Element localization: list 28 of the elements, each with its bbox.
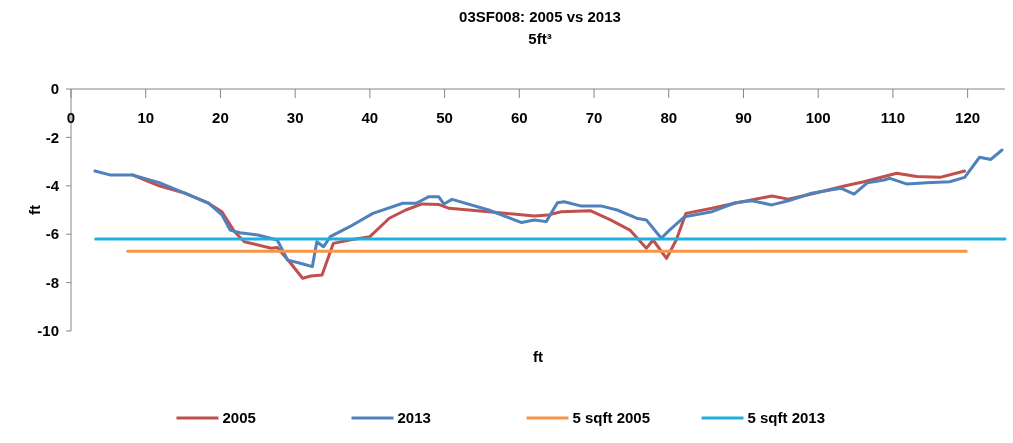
y-tick-label: -10 xyxy=(37,322,59,340)
x-tick-label: 0 xyxy=(66,109,76,126)
legend-label: 5 sqft 2013 xyxy=(747,409,826,426)
x-tick-label: 80 xyxy=(660,109,678,126)
y-tick-label: -2 xyxy=(45,128,59,146)
x-tick-label: 10 xyxy=(137,109,155,126)
legend-label: 2005 xyxy=(222,409,256,426)
chart-title: 03SF008: 2005 vs 2013 xyxy=(459,8,621,25)
x-tick-label: 110 xyxy=(880,109,906,126)
x-tick-label: 20 xyxy=(212,109,229,126)
legend-label: 2013 xyxy=(397,409,431,426)
y-tick-label: -8 xyxy=(45,273,59,291)
x-tick-label: 120 xyxy=(955,109,981,126)
y-tick-label: -4 xyxy=(45,177,60,195)
y-tick-label: -6 xyxy=(45,225,59,243)
x-tick-label: 50 xyxy=(436,109,453,126)
x-tick-label: 70 xyxy=(585,109,603,126)
x-tick-label: 40 xyxy=(361,109,379,126)
y-tick-label: 0 xyxy=(50,80,59,98)
chart-subtitle: 5ft³ xyxy=(528,30,552,47)
x-tick-label: 30 xyxy=(286,109,304,126)
x-tick-label: 60 xyxy=(510,109,528,126)
x-axis-title: ft xyxy=(533,348,543,365)
line-series xyxy=(93,148,1004,269)
y-axis-title: ft xyxy=(26,205,43,215)
x-tick-label: 100 xyxy=(805,109,831,126)
x-tick-label: 90 xyxy=(735,109,752,126)
legend-label: 5 sqft 2005 xyxy=(572,409,651,426)
